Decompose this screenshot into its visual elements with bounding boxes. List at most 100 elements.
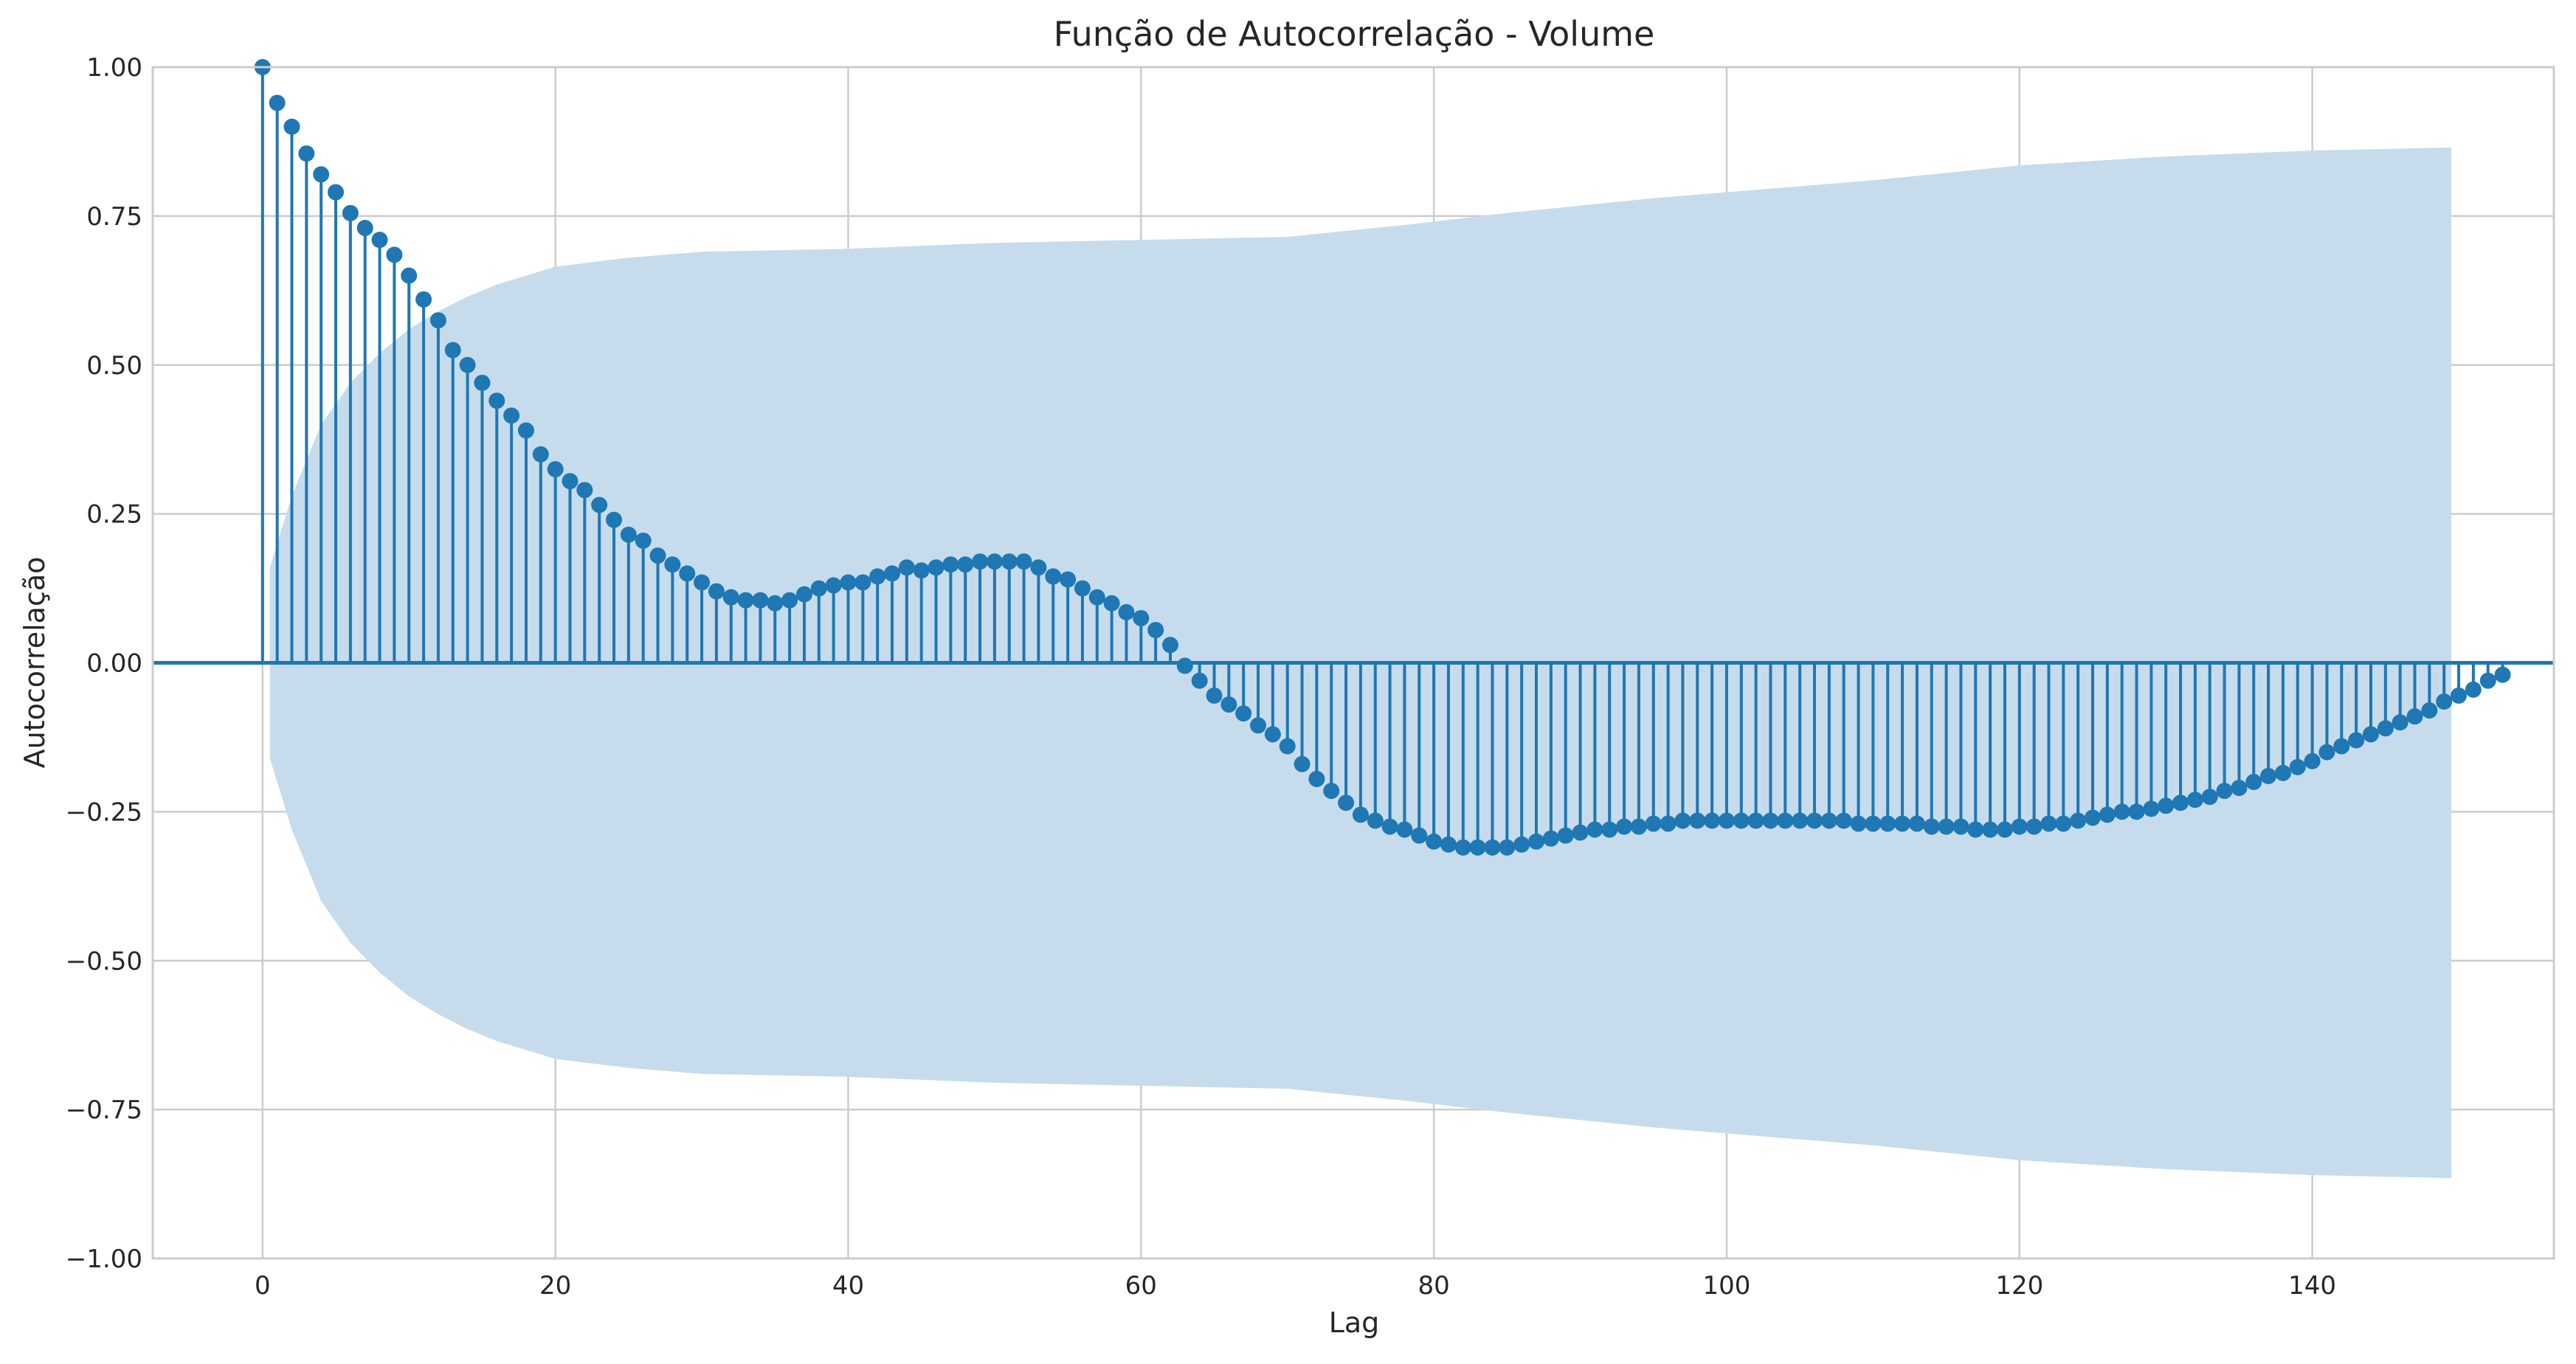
- acf-point: [928, 559, 945, 576]
- y-tick-label: −0.75: [66, 1095, 142, 1125]
- y-tick-label: 0.25: [86, 500, 142, 530]
- acf-point: [1001, 553, 1018, 570]
- acf-point: [708, 583, 725, 600]
- acf-point: [1718, 812, 1735, 829]
- acf-point: [503, 407, 520, 424]
- x-tick-label: 60: [1125, 1271, 1157, 1301]
- acf-point: [854, 574, 871, 591]
- acf-point: [1454, 839, 1471, 856]
- acf-point: [1777, 812, 1794, 829]
- acf-point: [1235, 705, 1252, 722]
- acf-point: [313, 166, 330, 183]
- acf-point: [562, 473, 579, 490]
- acf-point: [1088, 589, 1105, 606]
- acf-point: [2070, 812, 2087, 829]
- acf-point: [2040, 815, 2057, 832]
- acf-point: [547, 461, 564, 478]
- acf-point: [415, 291, 432, 308]
- acf-point: [1820, 812, 1837, 829]
- acf-point: [679, 565, 696, 582]
- acf-point: [1411, 827, 1428, 844]
- acf-point: [283, 118, 300, 135]
- acf-point: [2377, 720, 2394, 737]
- acf-point: [298, 145, 315, 162]
- acf-point: [488, 392, 505, 409]
- acf-point: [2011, 818, 2028, 835]
- acf-point: [1118, 603, 1135, 620]
- acf-point: [1894, 815, 1911, 832]
- acf-point: [1103, 595, 1120, 612]
- x-tick-label: 0: [255, 1271, 271, 1301]
- acf-point: [459, 356, 476, 373]
- acf-point: [957, 556, 974, 573]
- acf-point: [2113, 803, 2130, 820]
- acf-point: [1147, 622, 1164, 639]
- x-tick-label: 40: [832, 1271, 864, 1301]
- acf-point: [1161, 637, 1178, 654]
- acf-point: [2128, 803, 2145, 820]
- acf-point: [401, 267, 418, 284]
- acf-point: [1279, 738, 1296, 755]
- acf-point: [1381, 818, 1398, 835]
- acf-point: [1426, 833, 1443, 850]
- acf-point: [1015, 553, 1032, 570]
- acf-point: [1792, 812, 1809, 829]
- x-tick-label: 20: [539, 1271, 571, 1301]
- acf-point: [1440, 836, 1457, 853]
- acf-point: [2099, 806, 2116, 823]
- y-tick-label: 0.00: [86, 649, 142, 679]
- x-tick-label: 100: [1703, 1271, 1751, 1301]
- acf-point: [474, 374, 491, 391]
- acf-point: [2172, 794, 2189, 811]
- acf-point: [1923, 818, 1940, 835]
- acf-stems: [260, 67, 2504, 848]
- acf-point: [356, 220, 373, 237]
- acf-point: [1542, 830, 1559, 847]
- acf-point: [1733, 812, 1750, 829]
- acf-point: [1352, 806, 1369, 823]
- acf-point: [444, 342, 461, 359]
- acf-point: [1060, 571, 1077, 588]
- acf-point: [1762, 812, 1779, 829]
- acf-point: [606, 511, 623, 528]
- acf-point: [1586, 821, 1603, 838]
- acf-point: [1835, 812, 1852, 829]
- acf-point: [694, 574, 711, 591]
- acf-point: [591, 496, 608, 513]
- acf-point: [649, 547, 666, 564]
- acf-point: [898, 559, 915, 576]
- acf-point: [1513, 836, 1530, 853]
- y-tick-label: −0.25: [66, 797, 142, 827]
- acf-point: [1074, 580, 1091, 597]
- acf-point: [1967, 821, 1984, 838]
- acf-point: [1264, 726, 1281, 743]
- acf-point: [1250, 717, 1267, 734]
- acf-point: [1689, 812, 1706, 829]
- y-tick-label: −1.00: [66, 1244, 142, 1274]
- x-tick-label: 80: [1418, 1271, 1449, 1301]
- acf-point: [883, 565, 900, 582]
- acf-point: [1294, 755, 1311, 772]
- y-tick-label: 1.00: [86, 53, 142, 83]
- acf-point: [737, 592, 754, 609]
- acf-point: [1133, 609, 1150, 626]
- acf-point: [1220, 696, 1237, 713]
- x-axis-label: Lag: [1329, 1306, 1380, 1339]
- acf-point: [2186, 792, 2203, 809]
- acf-point: [1938, 818, 1955, 835]
- axes-frame: [151, 66, 2555, 1260]
- acf-point: [429, 312, 446, 329]
- acf-point: [2333, 738, 2350, 755]
- acf-point: [2201, 789, 2218, 806]
- acf-point: [1484, 839, 1501, 856]
- acf-point: [2245, 774, 2262, 790]
- acf-point: [2436, 693, 2453, 710]
- acf-point: [2465, 681, 2482, 698]
- acf-point: [1191, 672, 1208, 689]
- acf-point: [2304, 752, 2321, 769]
- acf-point: [576, 482, 593, 499]
- acf-point: [386, 246, 403, 263]
- acf-point: [781, 592, 798, 609]
- acf-point: [722, 589, 739, 606]
- acf-point: [752, 592, 769, 609]
